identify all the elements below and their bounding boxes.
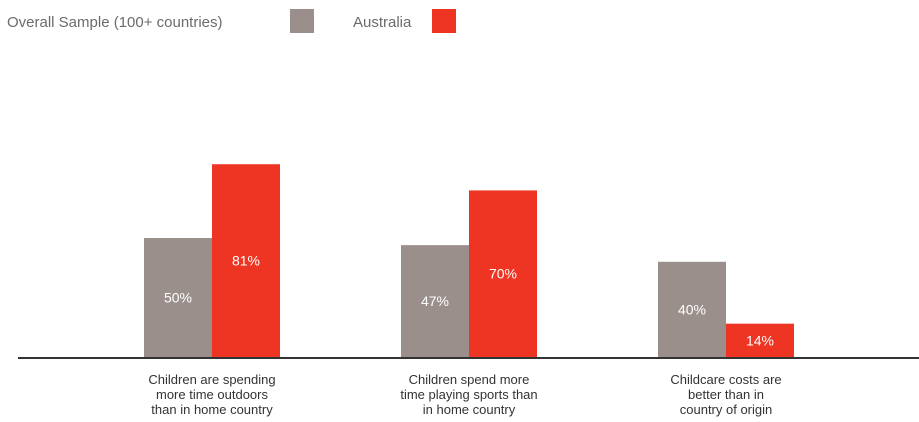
category-label-1: Children are spending more time outdoors t… bbox=[148, 372, 275, 417]
bar-series2-cat2 bbox=[469, 190, 537, 357]
category-label-3: Childcare costs are better than in country… bbox=[670, 372, 781, 417]
category-label-1-line-2: more time outdoors bbox=[156, 387, 268, 402]
bar-series2-cat1 bbox=[212, 164, 280, 357]
value-label-series1-cat3: 40% bbox=[678, 301, 706, 317]
legend-label-1: Overall Sample (100+ countries) bbox=[7, 14, 223, 31]
category-labels-group: Children are spending more time outdoors t… bbox=[148, 372, 781, 417]
value-label-series2-cat3: 14% bbox=[746, 332, 774, 348]
bar-series1-cat1 bbox=[144, 238, 212, 357]
bar-series1-cat3 bbox=[658, 261, 726, 357]
legend-swatch-1 bbox=[290, 9, 314, 33]
category-label-2-line-1: Children spend more bbox=[409, 372, 530, 387]
bars-group bbox=[144, 164, 794, 357]
category-label-3-line-1: Childcare costs are bbox=[670, 372, 781, 387]
value-label-series2-cat2: 70% bbox=[489, 266, 517, 282]
bar-series2-cat3 bbox=[726, 323, 794, 357]
category-label-3-line-3: country of origin bbox=[680, 402, 773, 417]
category-label-3-line-2: better than in bbox=[688, 387, 764, 402]
category-label-2-line-2: time playing sports than bbox=[400, 387, 537, 402]
category-label-1-line-1: Children are spending bbox=[148, 372, 275, 387]
category-label-1-line-3: than in home country bbox=[151, 402, 273, 417]
legend: Overall Sample (100+ countries) Australia bbox=[7, 9, 456, 33]
value-label-series1-cat1: 50% bbox=[164, 290, 192, 306]
legend-swatch-2 bbox=[432, 9, 456, 33]
bar-labels-group: 50% 81% 47% 70% 40% 14% bbox=[164, 253, 774, 349]
value-label-series2-cat1: 81% bbox=[232, 253, 260, 269]
category-label-2-line-3: in home country bbox=[423, 402, 516, 417]
legend-label-2: Australia bbox=[353, 14, 412, 31]
category-label-2: Children spend more time playing sports t… bbox=[400, 372, 537, 417]
bar-series1-cat2 bbox=[401, 245, 469, 357]
value-label-series1-cat2: 47% bbox=[421, 293, 449, 309]
